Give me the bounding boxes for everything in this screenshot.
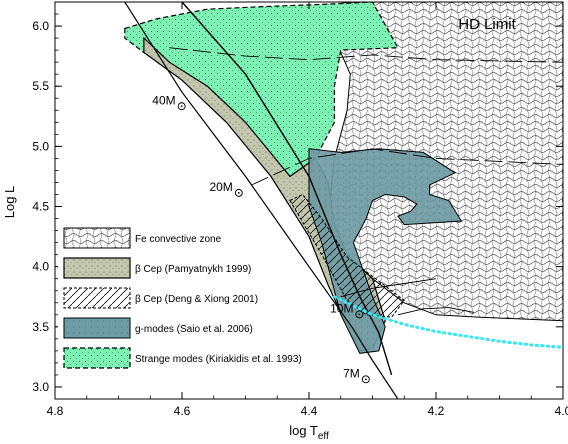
- y-tick-label: 5.5: [32, 79, 49, 93]
- mass-track-label: 10M: [330, 301, 353, 315]
- x-tick-label: 4.2: [428, 404, 445, 418]
- legend-swatch-beta2: [63, 287, 131, 309]
- y-tick-label: 5.0: [32, 139, 49, 153]
- tracks-layer: 40M 20M 10M 7M: [152, 93, 370, 384]
- evolution-track-3: [397, 307, 475, 316]
- sun-symbol-icon: [177, 102, 186, 111]
- hd-limit-label: HD Limit: [458, 16, 516, 33]
- x-tick-label: 4.4: [301, 404, 318, 418]
- legend-swatch-gmodes: [63, 317, 131, 339]
- legend-label-beta1: β Cep (Pamyatnykh 1999): [135, 264, 251, 275]
- sun-symbol-dot: [180, 105, 183, 108]
- x-tick-label: 4.0: [555, 404, 568, 418]
- y-tick-label: 4.5: [32, 200, 49, 214]
- x-axis-title: log Teff: [289, 423, 329, 442]
- instability-strip-line: [332, 295, 563, 349]
- legend-swatch-fe: [63, 227, 131, 249]
- evolution-track-1: [251, 148, 563, 186]
- y-axis-title: Log L: [2, 186, 17, 219]
- evolution-track-2: [340, 278, 437, 298]
- legend-label-strange: Strange modes (Kiriakidis et al. 1993): [135, 354, 302, 365]
- mass-track-label: 20M: [209, 180, 232, 194]
- evolution-track-0: [169, 47, 563, 63]
- mass-track-label: 7M: [343, 366, 360, 380]
- legend: Fe convective zone β Cep (Pamyatnykh 1999…: [58, 222, 302, 378]
- x-tick-label: 4.8: [47, 404, 64, 418]
- region-beta2: [289, 193, 405, 318]
- legend-swatch-strange: [63, 347, 131, 369]
- zams-line: [124, 2, 399, 399]
- y-tick-label: 3.0: [32, 380, 49, 394]
- sun-symbol-icon: [234, 188, 243, 197]
- x-tick-label: 4.6: [174, 404, 191, 418]
- x-axis-title-subscript: eff: [318, 431, 329, 442]
- sun-symbol-dot: [358, 313, 361, 316]
- legend-swatch-beta1: [63, 257, 131, 279]
- mass-track-label: 40M: [152, 93, 175, 107]
- legend-label-beta2: β Cep (Deng & Xiong 2001): [135, 294, 258, 305]
- legend-label-gmodes: g-modes (Saio et al. 2006): [135, 324, 253, 335]
- regions-layer: [124, 2, 563, 354]
- sun-symbol-dot: [237, 191, 240, 194]
- lines-layer: [124, 2, 563, 399]
- sun-symbol-icon: [355, 310, 364, 319]
- ticks-layer: 4.8 4.6 4.4 4.2 4.0 3.0 3.5 4.0 4.5 5.0 5.5 6.0: [32, 1, 568, 418]
- tams-line: [181, 2, 393, 376]
- legend-label-fe: Fe convective zone: [135, 234, 222, 245]
- y-tick-label: 6.0: [32, 19, 49, 33]
- sun-symbol-icon: [361, 375, 370, 384]
- y-tick-label: 4.0: [32, 260, 49, 274]
- sun-symbol-dot: [364, 378, 367, 381]
- y-tick-label: 3.5: [32, 320, 49, 334]
